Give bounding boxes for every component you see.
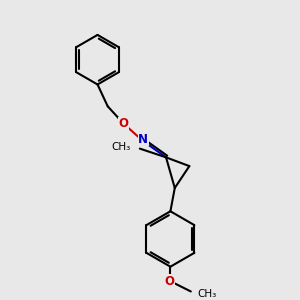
Text: CH₃: CH₃ [197,289,217,299]
Text: CH₃: CH₃ [111,142,130,152]
Text: O: O [119,117,129,130]
Text: N: N [138,133,148,146]
Text: O: O [165,275,175,288]
